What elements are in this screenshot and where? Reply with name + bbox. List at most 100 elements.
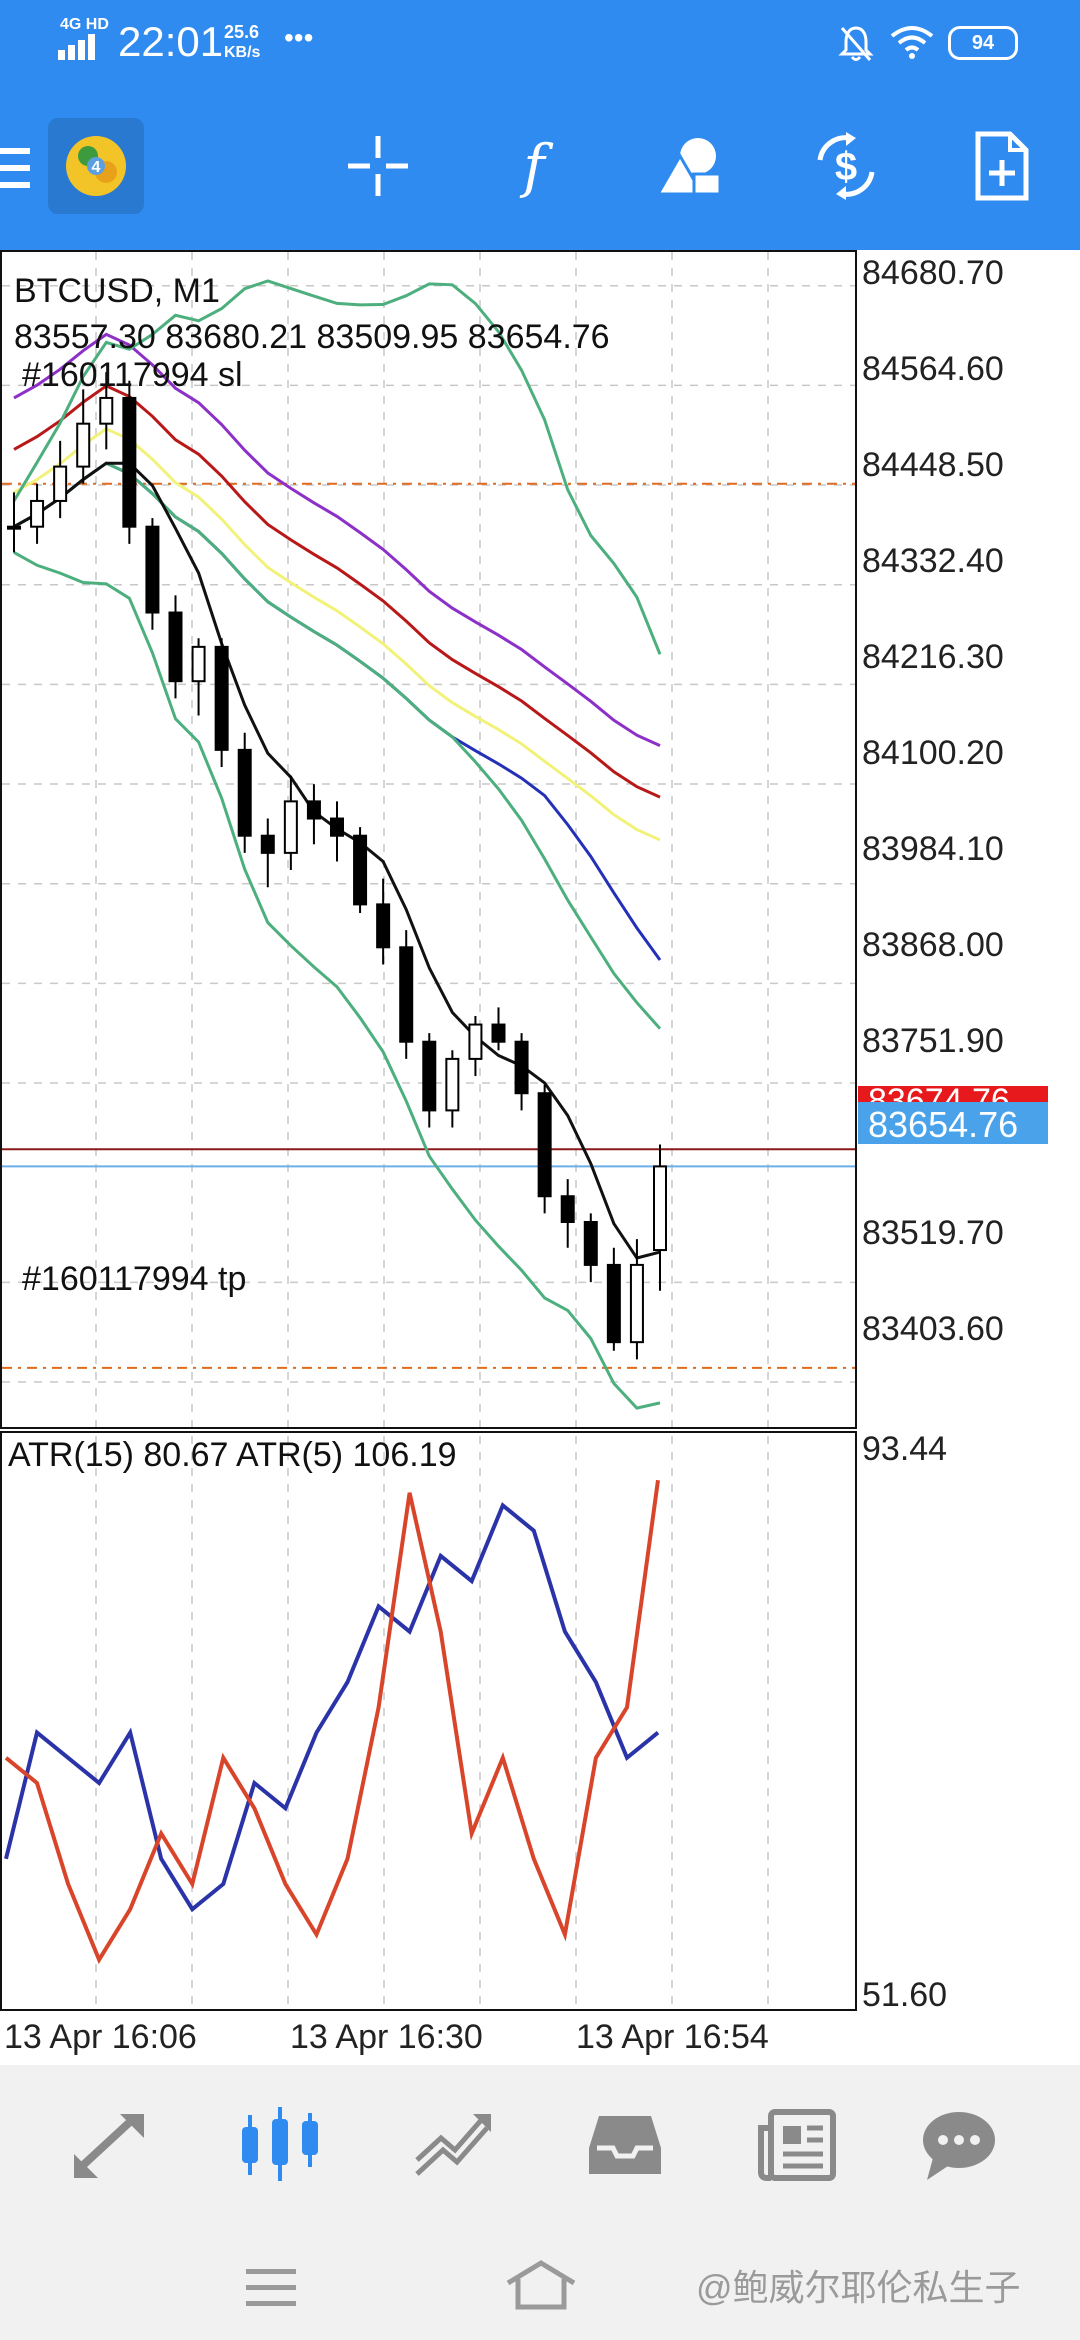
objects-icon [655, 138, 722, 196]
time-label: 13 Apr 16:30 [290, 2018, 483, 2056]
chart-icon [242, 2107, 318, 2181]
system-navigation: @鲍威尔耶伦私生子 [0, 2225, 1080, 2340]
bottom-navigation [0, 2065, 1080, 2225]
trade-dollar-icon: $ [817, 132, 875, 200]
mute-bell-icon [838, 26, 874, 61]
app-logo[interactable]: 4 [48, 118, 144, 214]
sys-home-button[interactable] [504, 2259, 578, 2311]
candle-body [491, 1023, 506, 1043]
nav-messages[interactable] [904, 2095, 1014, 2195]
ma-purple-line [13, 332, 661, 747]
atr5-line [4, 1479, 660, 1965]
chart-area[interactable]: BTCUSD, M1 83557.30 83680.21 83509.95 83… [0, 250, 1080, 2065]
nav-chart[interactable] [226, 2095, 336, 2195]
watermark: @鲍威尔耶伦私生子 [696, 2267, 1021, 2308]
nav-history[interactable] [570, 2095, 680, 2195]
time-label: 13 Apr 16:06 [4, 2018, 197, 2056]
hamburger-icon [0, 148, 30, 188]
home-icon [506, 2260, 576, 2310]
chart-toolbar: 4 f $ [0, 88, 1080, 250]
svg-text:$: $ [835, 145, 857, 189]
signal-icon [58, 34, 95, 60]
status-bar: 4G HD 22:01 25.6 KB/s ••• 94 [0, 0, 1080, 88]
candle-body [537, 1092, 552, 1198]
candle-body [260, 834, 275, 854]
net-speed-unit: KB/s [224, 44, 261, 61]
ma-blue-line [13, 461, 662, 961]
svg-text:4: 4 [92, 159, 101, 176]
atr15-line [4, 1502, 660, 1913]
price-tick: 83403.60 [862, 1310, 1004, 1348]
nav-news[interactable] [742, 2095, 852, 2195]
messages-icon [923, 2112, 995, 2180]
candle-body [653, 1165, 667, 1252]
candle-body [399, 946, 414, 1043]
add-document-icon [975, 131, 1029, 201]
recents-icon [246, 2269, 296, 2306]
indicators-button[interactable]: f [484, 116, 584, 216]
candle-body [168, 611, 183, 683]
candle-body [214, 645, 229, 751]
atr-chart-frame [0, 1431, 857, 2011]
candle-body [353, 834, 368, 906]
candle-body [30, 499, 45, 528]
bid-price-value: 83654.76 [868, 1104, 1019, 1145]
bollinger-middle-line [13, 461, 662, 1030]
candle-body [629, 1263, 644, 1344]
price-tick: 84680.70 [862, 254, 1004, 292]
price-tick: 84448.50 [862, 446, 1004, 484]
ma-red-line [13, 384, 661, 799]
candle-body [583, 1220, 598, 1266]
chart-frames [0, 250, 857, 2011]
battery-indicator: 94 [948, 26, 1018, 60]
wifi-icon [890, 26, 934, 59]
metatrader-logo-icon: 4 [66, 136, 126, 196]
candle-body [145, 525, 160, 614]
candle-body [283, 800, 298, 854]
candle-body [7, 525, 21, 530]
ohlc-label: 83557.30 83680.21 83509.95 83654.76 [14, 318, 610, 356]
news-icon [758, 2109, 836, 2181]
candle-body [237, 748, 252, 837]
menu-button[interactable] [0, 144, 30, 192]
nav-trade[interactable] [398, 2095, 508, 2195]
symbol-label: BTCUSD, M1 [14, 272, 220, 310]
candle-body [306, 800, 321, 820]
network-label: 4G HD [60, 16, 109, 33]
bid-price-tag: 83654.76 [858, 1102, 1048, 1145]
objects-button[interactable] [640, 116, 740, 216]
bollinger-lower-line [13, 551, 661, 1410]
trade-levels [2, 482, 856, 1369]
history-icon [589, 2116, 661, 2174]
new-order-button[interactable]: $ [796, 116, 896, 216]
candle-body [468, 1023, 483, 1060]
price-tick: 83519.70 [862, 1214, 1004, 1252]
svg-text:f: f [519, 134, 554, 198]
bollinger-upper-line [12, 279, 662, 655]
ma-yellow-line [13, 427, 661, 842]
tp-label: #160117994 tp [22, 1260, 247, 1298]
chart-canvas[interactable] [0, 250, 1080, 2065]
crosshair-button[interactable] [328, 116, 428, 216]
candle-body [99, 396, 114, 425]
candle-body [191, 645, 206, 683]
crosshair-icon [348, 136, 408, 196]
new-document-button[interactable] [952, 116, 1052, 216]
candle-body [53, 465, 68, 502]
candles [7, 372, 667, 1360]
battery-level: 94 [971, 31, 995, 54]
price-tick: 83984.10 [862, 830, 1004, 868]
clock: 22:01 [118, 18, 224, 65]
main-chart-frame [0, 250, 857, 1429]
candle-body [514, 1040, 529, 1095]
atr-label: ATR(15) 80.67 ATR(5) 106.19 [8, 1436, 457, 1474]
price-tick: 83868.00 [862, 926, 1004, 964]
candle-body [76, 422, 91, 468]
sys-menu-button[interactable] [244, 2265, 300, 2311]
time-label: 13 Apr 16:54 [576, 2018, 769, 2056]
candle-body [122, 396, 137, 528]
atr-tick-high: 93.44 [862, 1430, 948, 1468]
candle-body [376, 903, 391, 949]
price-tick: 83751.90 [862, 1022, 1004, 1060]
nav-quotes[interactable] [55, 2095, 165, 2195]
